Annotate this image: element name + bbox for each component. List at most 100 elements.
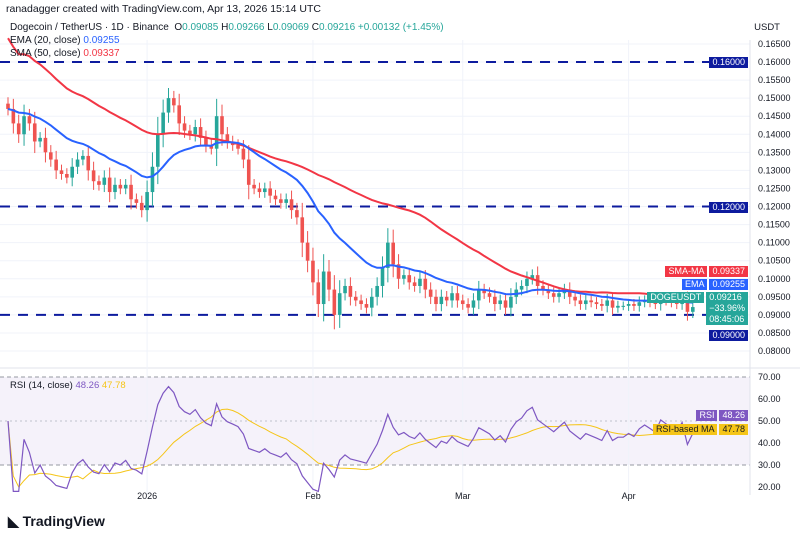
candle <box>493 296 497 305</box>
candle <box>172 98 176 106</box>
rsi-label: RSI (14, close) <box>10 380 73 391</box>
price-tick-label: 0.13000 <box>758 165 791 175</box>
candle <box>691 307 695 312</box>
tradingview-logo[interactable]: ◣ TradingView <box>8 513 105 529</box>
symbol-legend[interactable]: Dogecoin / TetherUS · 1D · Binance O0.09… <box>10 22 444 33</box>
candle <box>407 275 412 283</box>
candle <box>182 123 187 131</box>
candle <box>364 304 369 308</box>
rsi-legend[interactable]: RSI (14, close) 48.26 47.78 <box>10 380 126 391</box>
candle <box>567 289 572 297</box>
candle <box>444 296 449 301</box>
candle <box>252 184 256 189</box>
candle <box>546 289 551 294</box>
rsi-tick-label: 70.00 <box>758 372 781 382</box>
candle <box>337 293 342 315</box>
candle <box>311 260 315 283</box>
mid-level-tag: 0.12000 <box>709 202 748 213</box>
candle <box>439 296 444 305</box>
candle <box>97 181 101 185</box>
candle <box>22 116 26 135</box>
bar-countdown: 08:45:06 <box>709 314 745 324</box>
rsi-ma-line <box>7 408 693 488</box>
rsi-tick-label: 40.00 <box>758 438 781 448</box>
candle <box>43 137 48 153</box>
candle <box>161 112 165 135</box>
candle <box>177 105 181 124</box>
candle <box>75 159 80 167</box>
ema-name-tag: EMA <box>681 279 708 290</box>
change-pct: −33.96% <box>709 303 745 313</box>
price-tick-label: 0.08000 <box>758 346 791 356</box>
candle <box>343 285 347 294</box>
candle <box>295 210 299 218</box>
ema-line <box>7 108 693 304</box>
sma-price-tag: 0.09337 <box>709 266 748 277</box>
h-label: H <box>221 22 229 33</box>
candle <box>11 108 16 124</box>
candle <box>6 103 10 109</box>
sma-legend[interactable]: SMA (50, close) 0.09337 <box>10 48 120 59</box>
candle <box>541 285 545 290</box>
candle <box>118 184 123 189</box>
high-value: 0.09266 <box>228 22 265 33</box>
currency-label: USDT <box>754 22 780 33</box>
price-tick-label: 0.13500 <box>758 147 791 157</box>
candle <box>353 296 358 301</box>
candle <box>380 267 385 286</box>
low-value: 0.09069 <box>272 22 309 33</box>
candle <box>477 289 481 301</box>
candle <box>214 116 219 149</box>
price-tick-label: 0.09500 <box>758 292 791 302</box>
rsi-value: 48.26 <box>75 380 100 391</box>
ema-legend[interactable]: EMA (20, close) 0.09255 <box>10 35 120 46</box>
time-tick-label: Apr <box>622 491 636 501</box>
candle <box>578 300 583 305</box>
candle <box>86 155 91 171</box>
candle <box>257 188 262 193</box>
price-tick-label: 0.08500 <box>758 328 791 338</box>
candle <box>225 134 230 142</box>
candle <box>321 271 326 305</box>
candle <box>391 242 395 265</box>
rsi-tick-label: 50.00 <box>758 416 781 426</box>
candle <box>209 145 214 149</box>
candle <box>273 195 278 200</box>
price-tick-label: 0.10500 <box>758 256 791 266</box>
rsi-ma-value-tag: 47.78 <box>719 424 748 435</box>
candle <box>123 184 128 189</box>
l-label: L <box>267 22 273 33</box>
price-tick-label: 0.11500 <box>758 220 790 230</box>
sma-name-tag: SMA-MA <box>665 266 708 277</box>
candle <box>327 271 331 290</box>
support-tag: 0.09000 <box>709 330 748 341</box>
candle <box>107 177 112 193</box>
candle <box>584 300 588 305</box>
price-tick-label: 0.15000 <box>758 93 791 103</box>
candle <box>129 184 133 200</box>
ema-value: 0.09255 <box>83 35 120 46</box>
candle <box>166 98 171 113</box>
candle <box>551 293 556 297</box>
candle <box>193 127 198 135</box>
rsi-name-tag: RSI <box>696 410 718 421</box>
candle <box>198 127 203 138</box>
sma-line <box>7 37 693 300</box>
candle <box>386 242 390 268</box>
support-row: 0.09000 <box>709 330 748 341</box>
candle <box>482 289 486 294</box>
last-price-tag: 0.09216 −33.96% 08:45:06 <box>706 292 748 325</box>
logo-text: TradingView <box>22 513 105 529</box>
candle <box>188 130 192 135</box>
candle <box>150 166 155 193</box>
candle <box>594 302 599 305</box>
sma-row: SMA-MA 0.09337 <box>665 266 748 277</box>
candle <box>236 145 240 149</box>
candle <box>279 199 283 203</box>
candle <box>428 289 433 297</box>
price-tick-label: 0.12000 <box>758 202 791 212</box>
candle <box>49 152 53 160</box>
candle <box>263 188 267 193</box>
last-price: 0.09216 <box>709 292 742 302</box>
